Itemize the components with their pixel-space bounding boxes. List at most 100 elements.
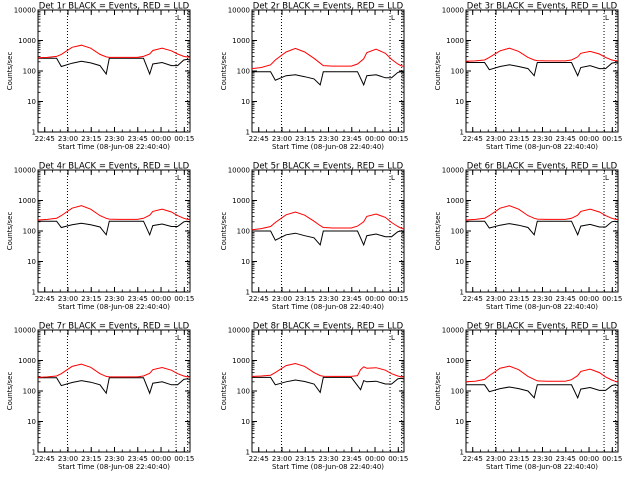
x-tick-label: 22:45 bbox=[35, 455, 55, 463]
y-tick-label: 1000 bbox=[18, 37, 36, 45]
x-tick-label: 23:15 bbox=[81, 295, 101, 303]
y-tick-label: 10 bbox=[455, 98, 464, 106]
y-axis-label: Counts/sec bbox=[6, 52, 14, 91]
panel-title: Det 2r BLACK = Events, RED = LLD bbox=[253, 2, 404, 12]
y-tick-label: 1000 bbox=[446, 357, 464, 365]
y-axis-label: Counts/sec bbox=[434, 52, 442, 91]
y-tick-label: 1 bbox=[460, 289, 464, 297]
x-tick-label: 23:30 bbox=[532, 135, 552, 143]
y-tick-label: 10000 bbox=[14, 167, 36, 175]
x-tick-label: 23:15 bbox=[81, 135, 101, 143]
plot-frame bbox=[37, 169, 191, 293]
panel-title: Det 7r BLACK = Events, RED = LLD bbox=[39, 322, 190, 332]
series-lld bbox=[37, 363, 191, 378]
x-tick-label: 00:00 bbox=[151, 455, 171, 463]
x-tick-label: 23:45 bbox=[556, 135, 576, 143]
x-tick-label: 22:45 bbox=[35, 135, 55, 143]
x-tick-label: 23:45 bbox=[342, 295, 362, 303]
x-axis-label: Start Time (08-Jun-08 22:40:40) bbox=[272, 463, 384, 471]
y-tick-label: 10 bbox=[27, 258, 36, 266]
series-events bbox=[252, 71, 405, 87]
x-tick-label: 23:00 bbox=[58, 455, 78, 463]
series-events bbox=[38, 377, 191, 395]
x-tick-label: 23:00 bbox=[272, 295, 292, 303]
panel-det-3: Det 3r BLACK = Events, RED = LLD 1 10 100 10… bbox=[434, 2, 622, 152]
y-tick-label: 1000 bbox=[446, 37, 464, 45]
panel-title: Det 8r BLACK = Events, RED = LLD bbox=[253, 322, 404, 332]
y-tick-label: 1 bbox=[460, 129, 464, 137]
x-tick-label: 00:15 bbox=[602, 455, 622, 463]
x-tick-label: 00:00 bbox=[365, 135, 385, 143]
x-axis-label: Start Time (08-Jun-08 22:40:40) bbox=[272, 143, 384, 151]
series-lld bbox=[251, 362, 405, 378]
panel-det-2: Det 2r BLACK = Events, RED = LLD 1 10 100 10… bbox=[220, 2, 408, 152]
panel-det-7: Det 7r BLACK = Events, RED = LLD 1 10 100 10… bbox=[6, 322, 194, 472]
x-tick-label: 23:45 bbox=[128, 135, 148, 143]
y-axis-label: Counts/sec bbox=[6, 372, 14, 411]
y-tick-label: 1 bbox=[32, 449, 36, 457]
series-events bbox=[252, 376, 405, 394]
x-tick-label: 22:45 bbox=[249, 295, 269, 303]
x-tick-label: 23:45 bbox=[556, 455, 576, 463]
x-tick-label: 23:00 bbox=[58, 295, 78, 303]
series-lld bbox=[465, 47, 619, 62]
y-tick-label: 100 bbox=[23, 388, 36, 396]
panel-title: Det 3r BLACK = Events, RED = LLD bbox=[467, 2, 618, 12]
event-marker-label: L bbox=[391, 334, 395, 342]
x-tick-label: 23:30 bbox=[318, 295, 338, 303]
y-tick-label: 100 bbox=[451, 68, 464, 76]
x-tick-label: 23:45 bbox=[342, 455, 362, 463]
plot-frame bbox=[37, 9, 191, 133]
x-tick-label: 23:45 bbox=[556, 295, 576, 303]
event-marker-label: L bbox=[177, 14, 181, 22]
x-tick-label: 23:15 bbox=[295, 295, 315, 303]
y-axis-label: Counts/sec bbox=[6, 212, 14, 251]
x-tick-label: 22:45 bbox=[249, 135, 269, 143]
x-tick-label: 23:00 bbox=[486, 295, 506, 303]
x-tick-label: 00:15 bbox=[388, 135, 408, 143]
y-tick-label: 100 bbox=[237, 388, 250, 396]
series-events bbox=[466, 220, 619, 237]
y-tick-label: 1000 bbox=[18, 357, 36, 365]
x-tick-label: 23:15 bbox=[509, 295, 529, 303]
x-tick-label: 00:15 bbox=[602, 295, 622, 303]
y-axis-label: Counts/sec bbox=[220, 372, 228, 411]
x-tick-label: 23:45 bbox=[128, 455, 148, 463]
event-marker-label: L bbox=[605, 14, 609, 22]
y-tick-label: 1000 bbox=[232, 37, 250, 45]
panel-det-1: Det 1r BLACK = Events, RED = LLD 1 10 100 10… bbox=[6, 2, 194, 152]
y-tick-label: 10 bbox=[241, 418, 250, 426]
y-tick-label: 1000 bbox=[18, 197, 36, 205]
x-tick-label: 23:30 bbox=[104, 135, 124, 143]
x-tick-label: 23:30 bbox=[532, 455, 552, 463]
x-tick-label: 23:30 bbox=[532, 295, 552, 303]
series-events bbox=[466, 384, 619, 400]
event-marker-label: L bbox=[605, 334, 609, 342]
x-tick-label: 00:00 bbox=[151, 135, 171, 143]
x-axis-label: Start Time (08-Jun-08 22:40:40) bbox=[58, 143, 170, 151]
x-tick-label: 23:00 bbox=[486, 455, 506, 463]
y-tick-label: 10 bbox=[455, 258, 464, 266]
panel-det-4: Det 4r BLACK = Events, RED = LLD 1 10 100 10… bbox=[6, 162, 194, 312]
x-tick-label: 00:00 bbox=[365, 295, 385, 303]
panel-title: Det 4r BLACK = Events, RED = LLD bbox=[39, 162, 190, 172]
y-tick-label: 100 bbox=[23, 228, 36, 236]
x-tick-label: 23:45 bbox=[342, 135, 362, 143]
x-tick-label: 23:15 bbox=[295, 135, 315, 143]
y-tick-label: 1 bbox=[246, 129, 250, 137]
x-tick-label: 23:30 bbox=[104, 455, 124, 463]
x-tick-label: 00:15 bbox=[602, 135, 622, 143]
series-lld bbox=[251, 211, 405, 231]
y-axis-label: Counts/sec bbox=[220, 52, 228, 91]
y-tick-label: 10000 bbox=[442, 167, 464, 175]
event-marker-label: L bbox=[177, 174, 181, 182]
panel-det-8: Det 8r BLACK = Events, RED = LLD 1 10 100 10… bbox=[220, 322, 408, 472]
y-tick-label: 100 bbox=[451, 388, 464, 396]
x-tick-label: 23:15 bbox=[295, 455, 315, 463]
plot-frame bbox=[465, 9, 619, 133]
x-tick-label: 00:15 bbox=[174, 455, 194, 463]
panel-title: Det 1r BLACK = Events, RED = LLD bbox=[39, 2, 190, 12]
panel-det-5: Det 5r BLACK = Events, RED = LLD 1 10 100 10… bbox=[220, 162, 408, 312]
event-marker-label: L bbox=[391, 14, 395, 22]
